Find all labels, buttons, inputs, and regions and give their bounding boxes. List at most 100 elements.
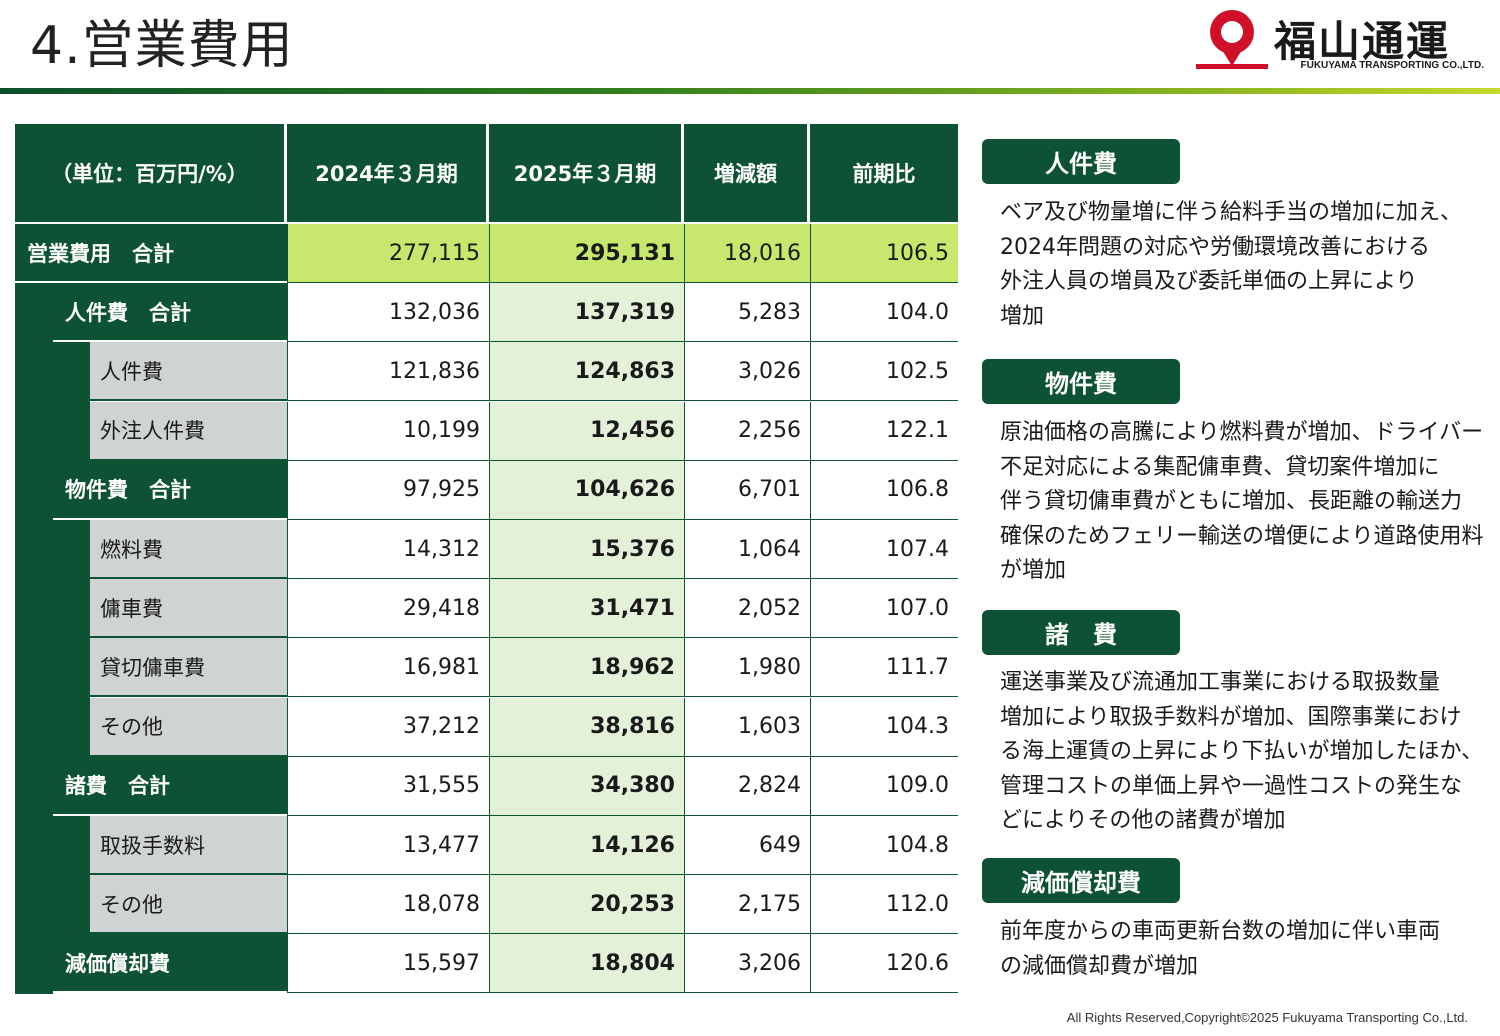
yoy-value: 107.0 bbox=[810, 579, 958, 639]
note-heading-property: 物件費 bbox=[982, 359, 1180, 404]
fy2024-value: 16,981 bbox=[287, 638, 489, 698]
change-value: 3,026 bbox=[684, 342, 810, 402]
logo-subtext: FUKUYAMA TRANSPORTING CO.,LTD. bbox=[1300, 60, 1484, 71]
note-line: 原油価格の高騰により燃料費が増加、ドライバー bbox=[1000, 420, 1484, 445]
fy2025-value: 18,804 bbox=[489, 934, 684, 994]
row-label: 取扱手数料 bbox=[90, 816, 287, 875]
indent-band bbox=[15, 520, 90, 580]
note-line: る海上運賃の上昇により下払いが増加したほか、 bbox=[1000, 739, 1484, 764]
operating-expenses-table: （単位：百万円/%） 2024年３月期 2025年３月期 増減額 前期比 営業費… bbox=[15, 124, 958, 995]
row-label: 貸切傭車費 bbox=[90, 638, 287, 698]
indent-band bbox=[15, 697, 90, 758]
note-line: 増加 bbox=[1000, 303, 1045, 329]
row-label: 減価償却費 bbox=[53, 934, 287, 994]
change-value: 2,256 bbox=[684, 401, 810, 461]
yoy-value: 104.3 bbox=[810, 697, 958, 757]
fy2024-value: 277,115 bbox=[287, 224, 489, 283]
note-line: の減価償却費が増加 bbox=[1000, 953, 1199, 979]
fy2025-value: 14,126 bbox=[489, 816, 684, 875]
table-row: 減価償却費 15,597 18,804 3,206 120.6 bbox=[15, 934, 958, 995]
row-label: 営業費用 合計 bbox=[15, 224, 287, 283]
fy2024-value: 97,925 bbox=[287, 460, 489, 520]
column-header-fy2024: 2024年３月期 bbox=[287, 124, 489, 222]
row-label: その他 bbox=[90, 697, 287, 757]
fy2025-value: 20,253 bbox=[489, 875, 684, 935]
row-label: 人件費 bbox=[90, 342, 287, 402]
change-value: 3,206 bbox=[684, 934, 810, 994]
change-value: 5,283 bbox=[684, 283, 810, 343]
fy2025-value: 12,456 bbox=[489, 401, 684, 461]
change-value: 2,052 bbox=[684, 579, 810, 639]
note-line: 不足対応による集配傭車費、貸切案件増加に bbox=[1000, 454, 1440, 480]
table-row: 営業費用 合計 277,115 295,131 18,016 106.5 bbox=[15, 224, 958, 283]
note-body-misc: 運送事業及び流通加工事業における取扱数量 増加により取扱手数料が増加、国際事業にお… bbox=[1000, 666, 1490, 839]
indent-band bbox=[15, 401, 90, 462]
row-label: 燃料費 bbox=[90, 520, 287, 579]
note-heading-misc: 諸 費 bbox=[982, 610, 1180, 655]
page-title: 4.営業費用 bbox=[30, 16, 294, 76]
table-row: その他 37,212 38,816 1,603 104.3 bbox=[15, 697, 958, 758]
note-line: 伴う貸切傭車費がともに増加、長距離の輸送力 bbox=[1000, 489, 1463, 514]
table-row: 諸費 合計 31,555 34,380 2,824 109.0 bbox=[15, 756, 958, 817]
table-header-row: （単位：百万円/%） 2024年３月期 2025年３月期 増減額 前期比 bbox=[15, 124, 958, 222]
note-line: どによりその他の諸費が増加 bbox=[1000, 808, 1286, 833]
fy2025-value: 38,816 bbox=[489, 697, 684, 757]
change-value: 18,016 bbox=[684, 224, 810, 283]
row-label: 外注人件費 bbox=[90, 401, 287, 461]
note-line: 管理コストの単価上昇や一過性コストの発生な bbox=[1000, 773, 1463, 799]
yoy-value: 111.7 bbox=[810, 638, 958, 698]
row-label: 傭車費 bbox=[90, 579, 287, 639]
row-label: 物件費 合計 bbox=[53, 460, 287, 520]
table-row: 外注人件費 10,199 12,456 2,256 122.1 bbox=[15, 401, 958, 462]
column-header-yoy: 前期比 bbox=[810, 124, 958, 222]
fy2025-value: 31,471 bbox=[489, 579, 684, 639]
change-value: 649 bbox=[684, 816, 810, 875]
indent-band bbox=[15, 342, 90, 403]
yoy-value: 122.1 bbox=[810, 401, 958, 461]
indent-band bbox=[15, 460, 53, 521]
fy2024-value: 13,477 bbox=[287, 816, 489, 875]
change-value: 1,064 bbox=[684, 520, 810, 579]
fy2024-value: 132,036 bbox=[287, 283, 489, 343]
note-line: 増加により取扱手数料が増加、国際事業におけ bbox=[1000, 704, 1462, 730]
change-value: 2,824 bbox=[684, 756, 810, 816]
fy2024-value: 10,199 bbox=[287, 401, 489, 461]
indent-band bbox=[15, 934, 53, 995]
yoy-value: 107.4 bbox=[810, 520, 958, 579]
row-label: 諸費 合計 bbox=[53, 756, 287, 816]
note-line: が増加 bbox=[1000, 558, 1067, 583]
fy2025-value: 295,131 bbox=[489, 224, 684, 283]
indent-band bbox=[15, 875, 90, 936]
row-label: その他 bbox=[90, 875, 287, 935]
fy2024-value: 15,597 bbox=[287, 934, 489, 994]
yoy-value: 109.0 bbox=[810, 756, 958, 816]
change-value: 6,701 bbox=[684, 460, 810, 520]
fy2025-value: 124,863 bbox=[489, 342, 684, 402]
fy2025-value: 15,376 bbox=[489, 520, 684, 579]
copyright: All Rights Reserved,Copyright©2025 Fukuy… bbox=[1066, 1010, 1468, 1025]
yoy-value: 112.0 bbox=[810, 875, 958, 935]
note-line: 2024年問題の対応や労働環境改善における bbox=[1000, 234, 1430, 260]
logo-text: 福山通運 bbox=[1274, 17, 1451, 66]
yoy-value: 102.5 bbox=[810, 342, 958, 402]
table-row: 人件費 合計 132,036 137,319 5,283 104.0 bbox=[15, 283, 958, 344]
note-line: 前年度からの車両更新台数の増加に伴い車両 bbox=[1000, 919, 1441, 944]
indent-band bbox=[15, 756, 53, 817]
yoy-value: 120.6 bbox=[810, 934, 958, 994]
yoy-value: 106.8 bbox=[810, 460, 958, 520]
column-header-fy2025: 2025年３月期 bbox=[489, 124, 684, 222]
note-body-personnel: ベア及び物量増に伴う給料手当の増加に加え、 2024年問題の対応や労働環境改善にお… bbox=[1000, 196, 1490, 334]
change-value: 1,980 bbox=[684, 638, 810, 698]
fy2024-value: 14,312 bbox=[287, 520, 489, 579]
table-row: 貸切傭車費 16,981 18,962 1,980 111.7 bbox=[15, 638, 958, 699]
header-rule bbox=[0, 88, 1500, 94]
note-heading-personnel: 人件費 bbox=[982, 139, 1180, 184]
table-row: その他 18,078 20,253 2,175 112.0 bbox=[15, 875, 958, 936]
table-row: 燃料費 14,312 15,376 1,064 107.4 bbox=[15, 520, 958, 580]
company-logo: 福山通運 FUKUYAMA TRANSPORTING CO.,LTD. bbox=[1192, 6, 1484, 74]
note-line: 運送事業及び流通加工事業における取扱数量 bbox=[1000, 670, 1441, 695]
column-header-unit: （単位：百万円/%） bbox=[15, 124, 287, 222]
table-row: 物件費 合計 97,925 104,626 6,701 106.8 bbox=[15, 460, 958, 521]
yoy-value: 104.8 bbox=[810, 816, 958, 875]
fy2025-value: 104,626 bbox=[489, 460, 684, 520]
